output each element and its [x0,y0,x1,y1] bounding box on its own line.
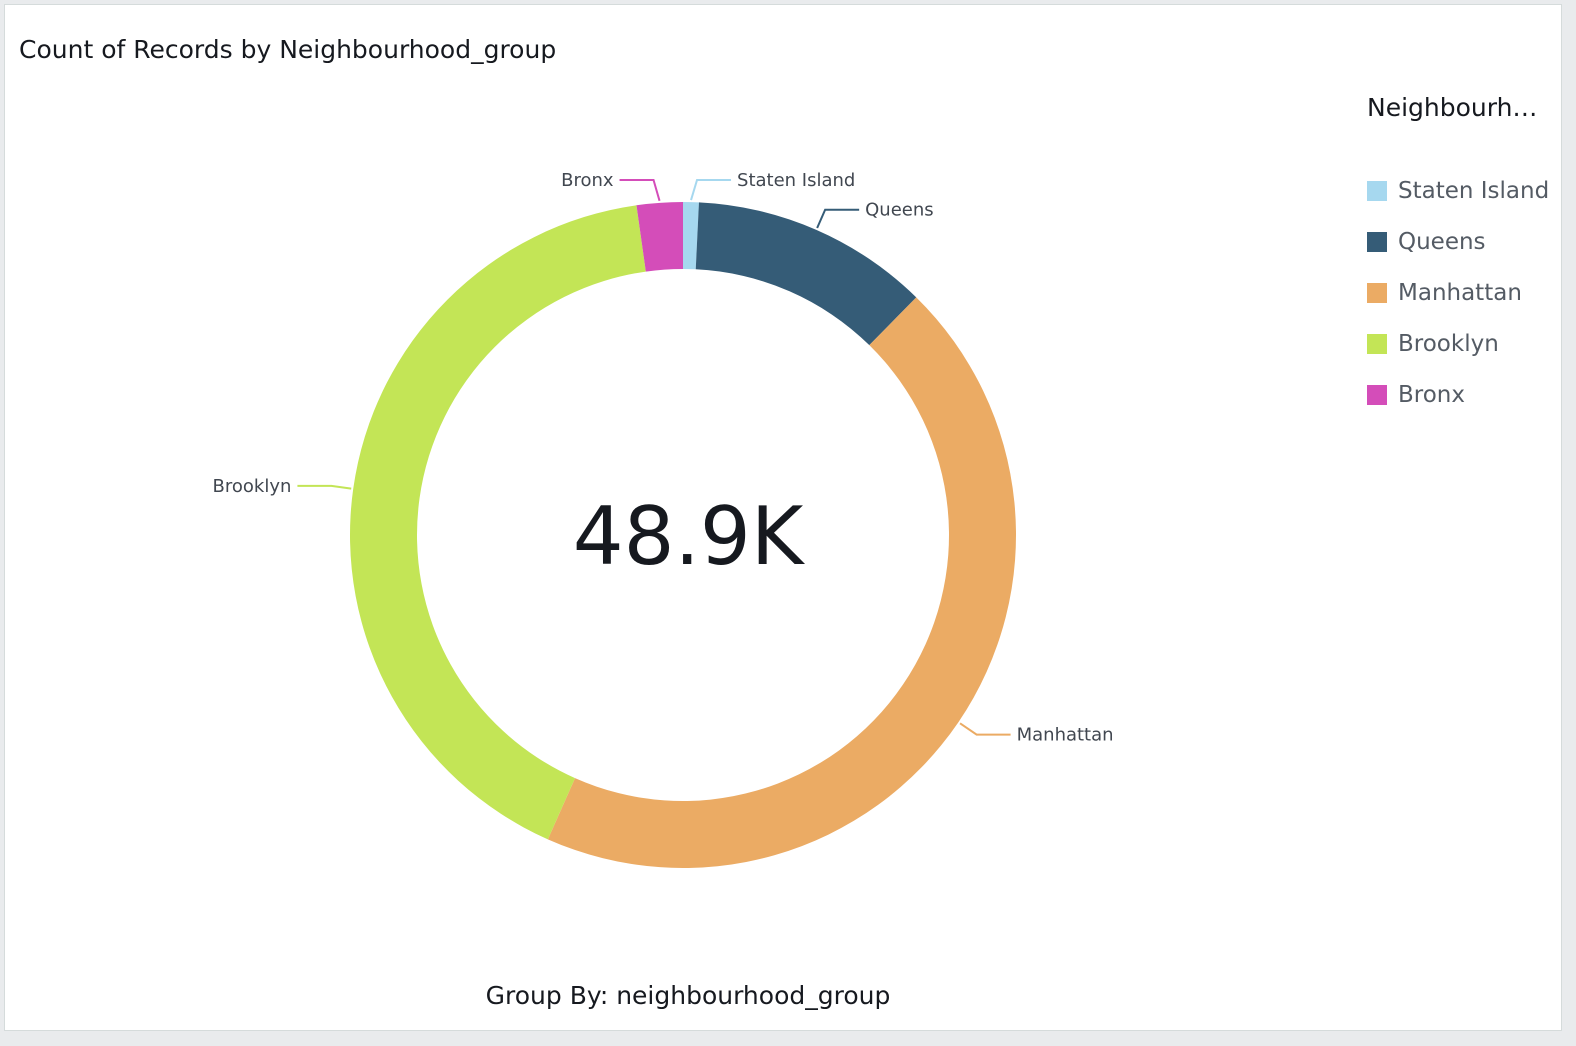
legend-swatch [1367,333,1387,354]
legend-item-brooklyn[interactable]: Brooklyn [1367,318,1549,369]
slice-manhattan[interactable] [547,297,1017,869]
leader-line-brooklyn [297,484,352,490]
legend-label: Brooklyn [1398,330,1499,357]
legend-label: Bronx [1398,381,1465,408]
legend-title[interactable]: Neighbourh… [1367,93,1538,122]
slice-queens[interactable] [695,202,917,346]
legend-swatch [1367,384,1387,405]
legend-label: Manhattan [1398,279,1522,306]
legend-swatch [1367,282,1387,303]
leader-line-staten-island [690,179,732,201]
slice-label-staten-island: Staten Island [737,170,855,191]
legend: Staten Island Queens Manhattan Brooklyn Bron… [1367,165,1549,420]
legend-item-queens[interactable]: Queens [1367,216,1549,267]
donut-chart: Staten Island Queens Manhattan Brooklyn Bron… [213,170,1114,869]
slice-label-manhattan: Manhattan [1017,725,1114,746]
center-total-value: 48.9K [573,490,806,583]
slice-label-brooklyn: Brooklyn [213,476,292,497]
leader-line-queens [816,208,860,229]
leader-line-manhattan [959,722,1011,736]
legend-item-staten-island[interactable]: Staten Island [1367,165,1549,216]
slice-label-bronx: Bronx [561,170,614,191]
chart-panel: Count of Records by Neighbourhood_group … [4,4,1562,1031]
legend-item-manhattan[interactable]: Manhattan [1367,267,1549,318]
legend-label: Staten Island [1398,177,1550,204]
legend-label: Queens [1398,228,1486,255]
legend-item-bronx[interactable]: Bronx [1367,369,1549,420]
group-by-label: Group By: neighbourhood_group [485,981,891,1010]
legend-swatch [1367,180,1387,201]
slice-staten-island[interactable] [683,202,699,270]
slice-label-queens: Queens [865,200,934,221]
chart-title: Count of Records by Neighbourhood_group [19,35,557,64]
slice-brooklyn[interactable] [350,205,646,840]
slice-bronx[interactable] [636,202,683,272]
legend-swatch [1367,231,1387,252]
leader-line-bronx [619,179,661,202]
